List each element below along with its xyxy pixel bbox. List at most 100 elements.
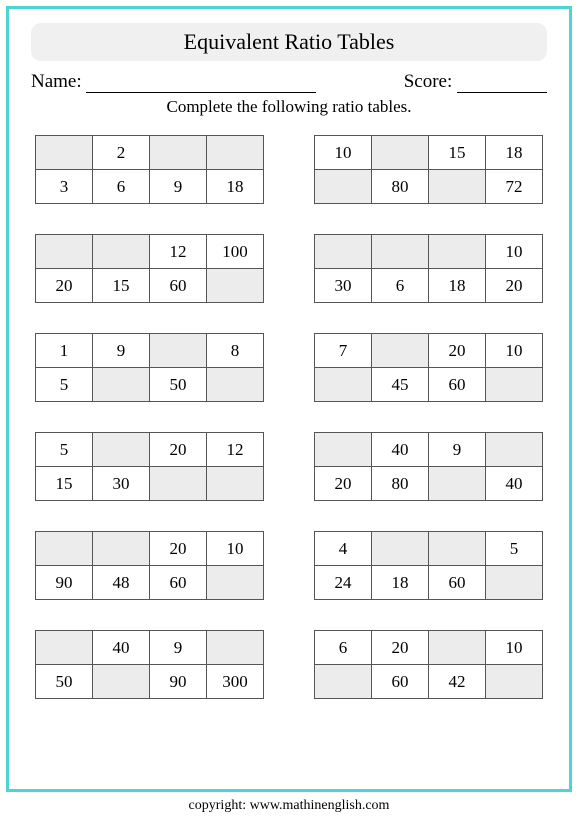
empty-cell[interactable] <box>372 136 429 170</box>
copyright-text: copyright: www.mathinenglish.com <box>0 798 578 814</box>
empty-cell[interactable] <box>36 631 93 665</box>
empty-cell[interactable] <box>486 368 543 402</box>
value-cell: 1 <box>36 334 93 368</box>
name-field: Name: <box>31 71 316 93</box>
empty-cell[interactable] <box>315 433 372 467</box>
value-cell: 6 <box>372 269 429 303</box>
value-cell: 50 <box>150 368 207 402</box>
name-blank[interactable] <box>86 92 316 93</box>
empty-cell[interactable] <box>207 368 264 402</box>
empty-cell[interactable] <box>315 235 372 269</box>
empty-cell[interactable] <box>150 334 207 368</box>
value-cell: 18 <box>429 269 486 303</box>
value-cell: 40 <box>93 631 150 665</box>
value-cell: 10 <box>486 631 543 665</box>
value-cell: 10 <box>486 334 543 368</box>
empty-cell[interactable] <box>315 368 372 402</box>
value-cell: 12 <box>150 235 207 269</box>
value-cell: 9 <box>93 334 150 368</box>
value-cell: 10 <box>207 532 264 566</box>
worksheet-border: Equivalent Ratio Tables Name: Score: Com… <box>6 6 572 792</box>
empty-cell[interactable] <box>36 136 93 170</box>
empty-cell[interactable] <box>429 631 486 665</box>
value-cell: 20 <box>372 631 429 665</box>
ratio-table: 520121530 <box>35 432 264 501</box>
empty-cell[interactable] <box>93 665 150 699</box>
value-cell: 20 <box>315 467 372 501</box>
score-label: Score: <box>404 71 453 92</box>
empty-cell[interactable] <box>315 665 372 699</box>
tables-grid: 2369181015188072121002015601030618201985… <box>31 135 547 699</box>
empty-cell[interactable] <box>93 532 150 566</box>
name-label: Name: <box>31 71 82 92</box>
empty-cell[interactable] <box>486 433 543 467</box>
value-cell: 2 <box>93 136 150 170</box>
empty-cell[interactable] <box>372 334 429 368</box>
empty-cell[interactable] <box>429 235 486 269</box>
value-cell: 18 <box>372 566 429 600</box>
value-cell: 12 <box>207 433 264 467</box>
empty-cell[interactable] <box>150 467 207 501</box>
empty-cell[interactable] <box>486 566 543 600</box>
value-cell: 90 <box>150 665 207 699</box>
value-cell: 9 <box>150 170 207 204</box>
ratio-table: 4095090300 <box>35 630 264 699</box>
ratio-table: 2010904860 <box>35 531 264 600</box>
empty-cell[interactable] <box>372 235 429 269</box>
value-cell: 20 <box>150 433 207 467</box>
empty-cell[interactable] <box>93 433 150 467</box>
ratio-table: 409208040 <box>314 432 543 501</box>
worksheet-title: Equivalent Ratio Tables <box>31 23 547 61</box>
value-cell: 15 <box>429 136 486 170</box>
empty-cell[interactable] <box>429 170 486 204</box>
ratio-table: 12100201560 <box>35 234 264 303</box>
empty-cell[interactable] <box>93 235 150 269</box>
empty-cell[interactable] <box>207 269 264 303</box>
empty-cell[interactable] <box>486 665 543 699</box>
empty-cell[interactable] <box>315 170 372 204</box>
empty-cell[interactable] <box>429 467 486 501</box>
empty-cell[interactable] <box>150 136 207 170</box>
value-cell: 9 <box>429 433 486 467</box>
value-cell: 5 <box>486 532 543 566</box>
value-cell: 40 <box>486 467 543 501</box>
ratio-table: 198550 <box>35 333 264 402</box>
value-cell: 60 <box>150 269 207 303</box>
empty-cell[interactable] <box>207 467 264 501</box>
ratio-table: 720104560 <box>314 333 543 402</box>
value-cell: 15 <box>36 467 93 501</box>
value-cell: 60 <box>150 566 207 600</box>
value-cell: 18 <box>207 170 264 204</box>
ratio-table: 103061820 <box>314 234 543 303</box>
instruction-text: Complete the following ratio tables. <box>31 97 547 117</box>
ratio-table: 236918 <box>35 135 264 204</box>
value-cell: 90 <box>36 566 93 600</box>
empty-cell[interactable] <box>36 235 93 269</box>
empty-cell[interactable] <box>93 368 150 402</box>
value-cell: 80 <box>372 170 429 204</box>
score-blank[interactable] <box>457 92 547 93</box>
value-cell: 20 <box>486 269 543 303</box>
value-cell: 60 <box>429 566 486 600</box>
empty-cell[interactable] <box>372 532 429 566</box>
value-cell: 50 <box>36 665 93 699</box>
value-cell: 300 <box>207 665 264 699</box>
value-cell: 100 <box>207 235 264 269</box>
value-cell: 30 <box>315 269 372 303</box>
value-cell: 3 <box>36 170 93 204</box>
empty-cell[interactable] <box>36 532 93 566</box>
value-cell: 42 <box>429 665 486 699</box>
value-cell: 20 <box>429 334 486 368</box>
value-cell: 7 <box>315 334 372 368</box>
empty-cell[interactable] <box>207 631 264 665</box>
value-cell: 30 <box>93 467 150 501</box>
empty-cell[interactable] <box>207 566 264 600</box>
value-cell: 24 <box>315 566 372 600</box>
value-cell: 40 <box>372 433 429 467</box>
info-row: Name: Score: <box>31 71 547 93</box>
empty-cell[interactable] <box>429 532 486 566</box>
empty-cell[interactable] <box>207 136 264 170</box>
value-cell: 60 <box>429 368 486 402</box>
ratio-table: 1015188072 <box>314 135 543 204</box>
value-cell: 80 <box>372 467 429 501</box>
